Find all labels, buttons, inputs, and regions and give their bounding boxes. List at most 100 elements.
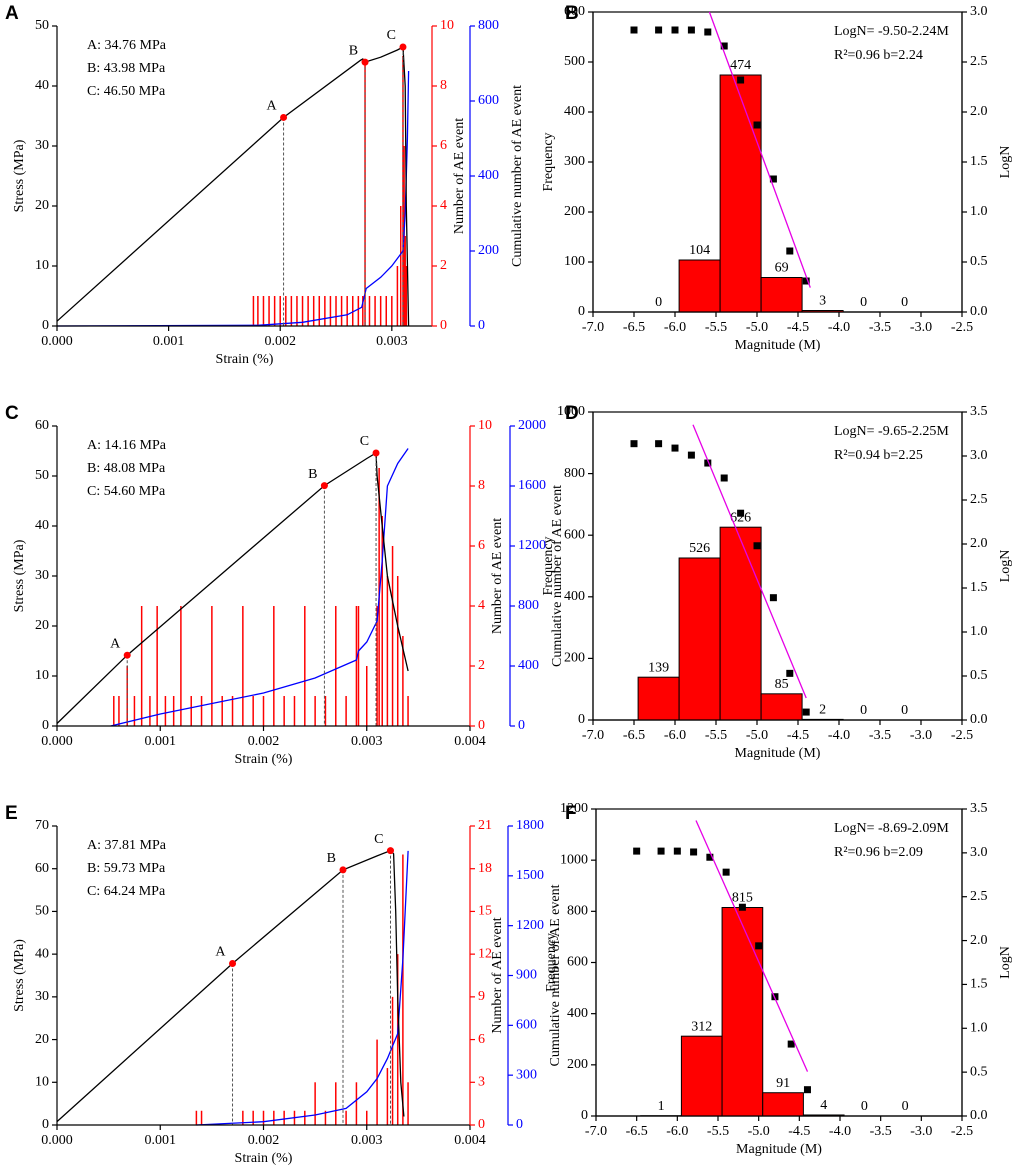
y-tick-label: 20 [35,618,49,633]
y3-axis-label: Cumulative number of AE event [550,485,565,667]
annotation: C: 54.60 MPa [87,484,166,499]
x-tick-label: 0.001 [145,1133,177,1148]
y3-tick-label: 800 [478,18,499,33]
y2-tick-label: 3.0 [970,4,988,19]
y2-tick-label: 3.5 [970,801,988,816]
y3-tick-label: 900 [516,968,537,983]
annotation: C: 64.24 MPa [87,884,166,899]
logn-point [690,848,698,856]
y2-tick-label: 6 [478,1032,485,1047]
logn-point [673,847,681,855]
bar-label: 4 [820,1098,827,1113]
x-tick-label: -4.0 [829,1124,851,1139]
x-tick-label: 0.004 [454,734,486,749]
x-tick-label: -5.0 [748,1124,770,1139]
y-tick-label: 0 [42,318,49,333]
panel-label: F [565,803,577,824]
bar-label: 0 [655,295,662,310]
y-tick-label: 50 [35,904,49,919]
y2-tick-label: 3.5 [970,404,988,419]
y2-tick-label: 1.0 [970,1021,988,1036]
x-tick-label: -7.0 [582,320,604,335]
bar-label: 85 [775,677,789,692]
y-tick-label: 400 [567,1006,588,1021]
x-tick-label: -5.5 [705,728,727,743]
y2-axis-label: Number of AE event [490,917,505,1033]
x-tick-label: -4.0 [828,728,850,743]
x-tick-label: 0.002 [264,334,296,349]
point-label: A [215,945,226,960]
key-point [229,959,237,967]
panel-label: A [5,3,19,24]
x-axis-label: Strain (%) [216,352,274,367]
annotation: B: 48.08 MPa [87,461,166,476]
y3-tick-label: 200 [478,243,499,258]
bar [719,74,762,313]
y2-tick-label: 6 [440,138,447,153]
point-label: A [110,636,121,651]
y2-tick-label: 0.5 [970,668,988,683]
point-label: C [374,832,383,847]
y2-tick-label: 2.0 [970,536,988,551]
x-tick-label: -3.5 [869,728,891,743]
y2-tick-label: 6 [478,538,485,553]
y2-axis-label: Number of AE event [490,518,505,634]
y-tick-label: 1200 [560,801,588,816]
y3-axis-label: Cumulative number of AE event [548,884,563,1066]
y2-tick-label: 2.0 [970,933,988,948]
bar [762,1092,804,1117]
y2-tick-label: 4 [478,598,485,613]
logn-point [769,594,777,602]
y-axis-label: Frequency [541,536,556,595]
y-tick-label: 600 [564,4,585,19]
y-tick-label: 800 [567,904,588,919]
x-tick-label: -4.5 [787,320,809,335]
logn-point [671,26,679,34]
logn-point [704,459,712,467]
x-tick-label: 0.003 [351,734,383,749]
panel-label: E [5,803,18,824]
y2-axis-label: LogN [998,550,1013,583]
y2-tick-label: 3.0 [970,448,988,463]
y-tick-label: 1000 [560,852,588,867]
key-point [386,847,394,855]
annotation: R²=0.96 b=2.24 [834,48,923,63]
y-tick-label: 20 [35,198,49,213]
bar-label: 0 [860,703,867,718]
annotation: LogN= -9.50-2.24M [834,24,949,39]
y-tick-label: 600 [567,955,588,970]
y2-tick-label: 0 [478,1117,485,1132]
y2-tick-label: 0.5 [970,254,988,269]
y2-tick-label: 8 [478,478,485,493]
annotation: R²=0.94 b=2.25 [834,448,923,463]
bar-label: 139 [648,660,669,675]
y2-tick-label: 9 [478,989,485,1004]
y-tick-label: 1000 [557,404,585,419]
y2-tick-label: 0.0 [970,1108,988,1123]
key-point [320,482,328,490]
y-tick-label: 30 [35,989,49,1004]
y3-tick-label: 400 [518,658,539,673]
y-tick-label: 0 [42,1117,49,1132]
y3-tick-label: 0 [516,1117,523,1132]
logn-point [802,277,810,285]
y2-tick-label: 2.5 [970,54,988,69]
y-tick-label: 200 [564,204,585,219]
bar-label: 1 [658,1099,665,1114]
bar-label: 815 [732,891,753,906]
bar [719,526,762,721]
y2-tick-label: 2.5 [970,492,988,507]
logn-point [753,121,761,129]
logn-point [753,542,761,550]
bar [637,676,680,721]
logn-point [655,26,663,34]
x-tick-label: -6.0 [666,1124,688,1139]
bar-label: 3 [819,294,826,309]
x-tick-label: -2.5 [951,320,973,335]
x-tick-label: -4.5 [787,728,809,743]
logn-point [787,1040,795,1048]
logn-point [738,903,746,911]
cumulative-line [56,70,410,327]
y-tick-label: 0 [581,1108,588,1123]
logn-point [706,853,714,861]
